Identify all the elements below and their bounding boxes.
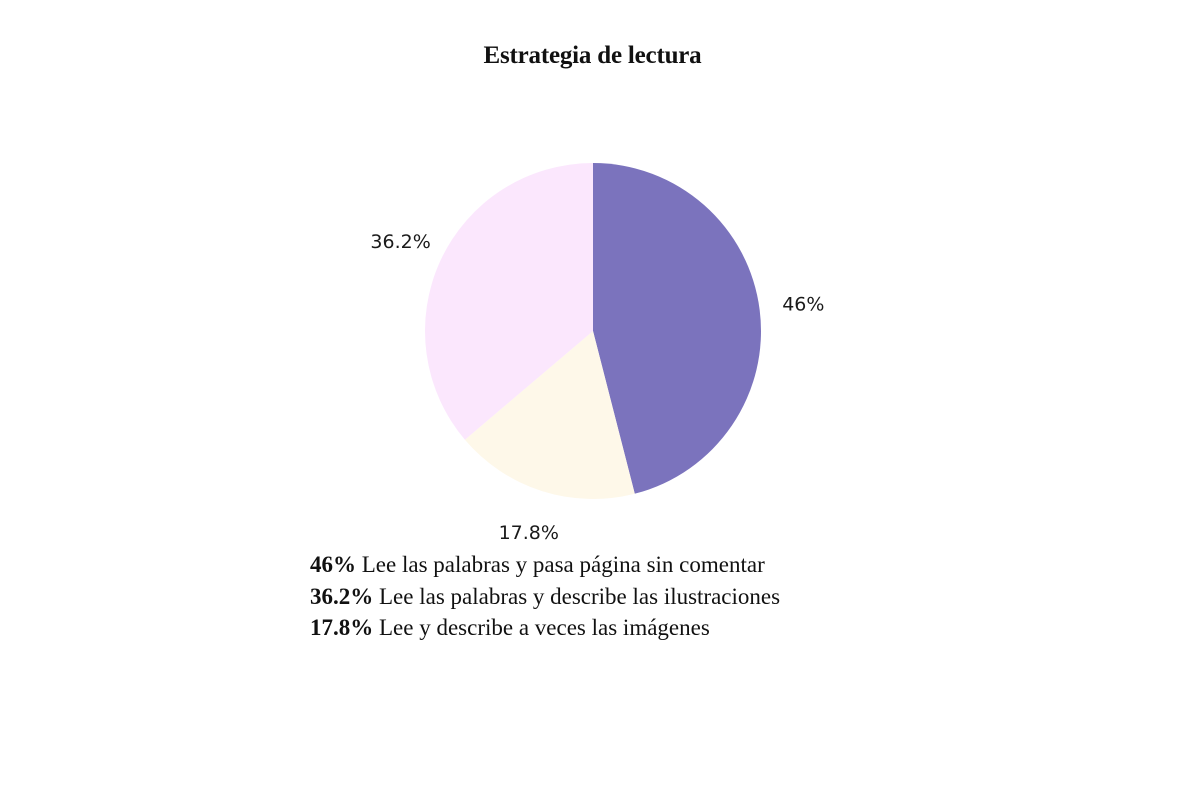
legend-percent: 46% — [310, 552, 356, 577]
pie-slice — [425, 163, 593, 440]
legend-text: Lee y describe a veces las imágenes — [373, 615, 710, 640]
pie-slices — [425, 163, 762, 500]
pie-slice — [593, 163, 762, 494]
legend-text: Lee las palabras y describe las ilustrac… — [373, 583, 781, 609]
legend: 46% Lee las palabras y pasa página sin c… — [310, 549, 780, 644]
legend-item: 46% Lee las palabras y pasa página sin c… — [310, 549, 780, 581]
slice-label: 46% — [782, 293, 824, 315]
legend-percent: 36.2% — [310, 583, 374, 609]
chart-title: Estrategia de lectura — [483, 42, 702, 69]
slice-label: 36.2% — [370, 231, 430, 253]
legend-text: Lee las palabras y pasa página sin comen… — [356, 552, 765, 577]
pie-labels: 46% 17.8% 36.2% — [370, 231, 824, 544]
pie-slice — [464, 331, 635, 500]
legend-item: 17.8% Lee y describe a veces las imágene… — [310, 612, 780, 644]
legend-item: 36.2% Lee las palabras y describe las il… — [310, 581, 780, 613]
slice-label: 17.8% — [499, 522, 559, 544]
legend-percent: 17.8% — [310, 615, 374, 640]
